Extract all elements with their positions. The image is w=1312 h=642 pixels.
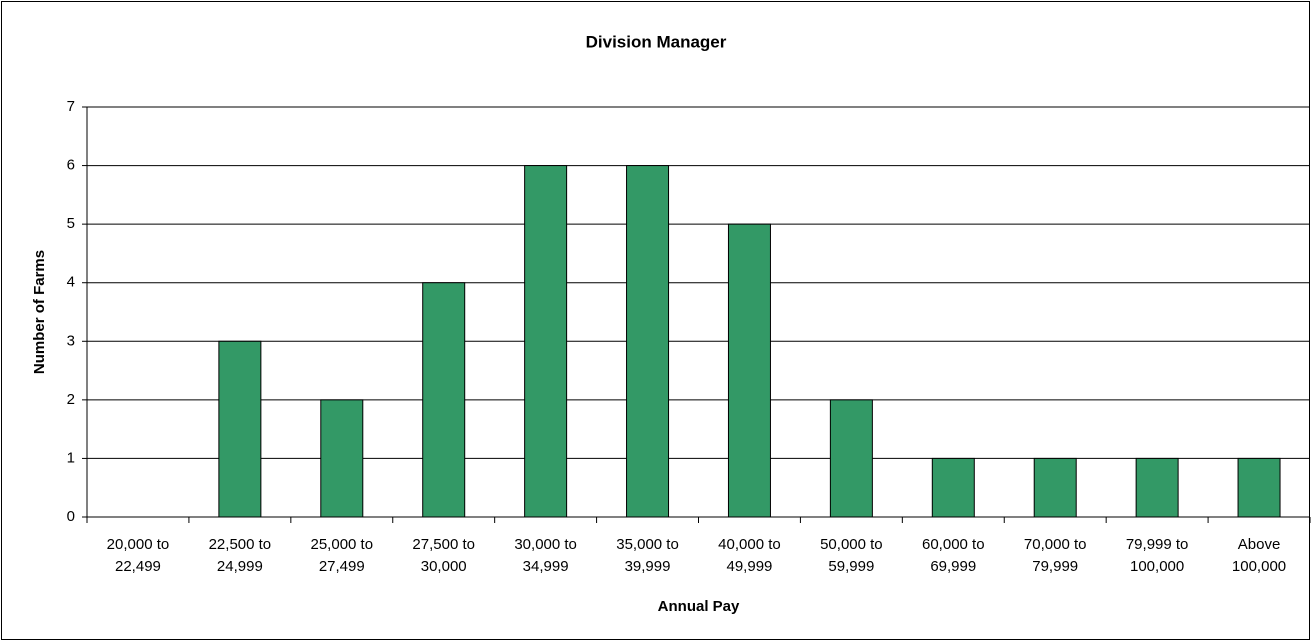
y-tick-label: 1 (67, 449, 75, 466)
y-tick-label: 5 (67, 215, 75, 232)
x-tick-label: 35,000 to 39,999 (616, 536, 679, 575)
bar (524, 165, 568, 518)
x-tick-label: 30,000 to 34,999 (514, 536, 577, 575)
x-tick-label: 50,000 to 59,999 (820, 536, 883, 575)
x-tick-label: 20,000 to 22,499 (106, 536, 170, 575)
y-tick-label: 2 (67, 391, 75, 408)
y-axis-label: Number of Farms (31, 250, 48, 374)
x-tick-label: 25,000 to 27,499 (310, 536, 374, 575)
bar (320, 399, 364, 518)
x-tick-label: 79,999 to 100,000 (1125, 536, 1189, 575)
x-tick-label: 22,500 to 24,999 (208, 536, 272, 575)
bar (727, 223, 771, 518)
x-tick-label: 70,000 to 79,999 (1023, 536, 1087, 575)
y-tick-label: 3 (67, 332, 75, 349)
x-tick-label: Above 100,000 (1231, 536, 1287, 575)
y-tick-label: 0 (67, 508, 75, 525)
bar (829, 399, 873, 518)
x-axis-label: Annual Pay (658, 598, 740, 615)
bar (1135, 457, 1179, 518)
bar (1033, 457, 1077, 518)
x-tick-label: 27,500 to 30,000 (412, 536, 475, 575)
y-tick-label: 6 (67, 157, 75, 174)
chart-title: Division Manager (586, 32, 727, 51)
x-tick-label: 60,000 to 69,999 (922, 536, 985, 575)
bar (218, 340, 262, 518)
y-tick-label: 7 (67, 98, 75, 115)
bar (422, 282, 466, 518)
bar (1237, 457, 1281, 518)
bar (931, 457, 975, 518)
x-tick-label: 40,000 to 49,999 (718, 536, 781, 575)
y-tick-label: 4 (67, 274, 75, 291)
bar (626, 165, 670, 518)
